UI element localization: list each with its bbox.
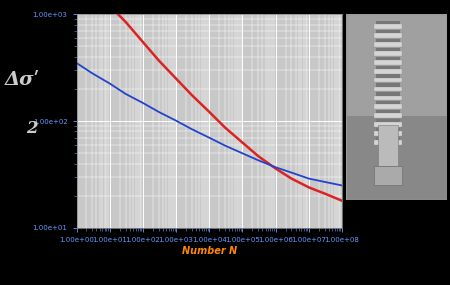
Bar — [378, 125, 398, 166]
Bar — [376, 39, 400, 42]
Bar — [374, 105, 402, 109]
Bar — [374, 140, 402, 145]
Bar — [374, 25, 402, 29]
Bar — [376, 110, 400, 113]
Bar — [374, 42, 402, 47]
Bar — [376, 119, 400, 122]
Bar — [374, 51, 402, 56]
Bar — [374, 78, 402, 82]
Bar — [376, 21, 400, 25]
Bar — [376, 74, 400, 78]
Bar — [374, 87, 402, 91]
Text: Δσʹ: Δσʹ — [5, 71, 40, 89]
Bar — [376, 92, 400, 95]
Bar — [374, 113, 402, 118]
Bar — [376, 128, 400, 131]
Bar — [374, 95, 402, 100]
Bar — [376, 83, 400, 87]
Bar — [376, 57, 400, 60]
Bar — [374, 60, 402, 65]
Bar — [374, 166, 402, 185]
Bar — [374, 131, 402, 136]
Bar — [376, 30, 400, 33]
Bar — [376, 66, 400, 69]
Bar — [374, 33, 402, 38]
Text: 2: 2 — [26, 120, 37, 137]
Bar — [346, 116, 447, 200]
Bar — [376, 101, 400, 105]
Bar — [374, 122, 402, 127]
Bar — [374, 69, 402, 74]
Bar — [376, 48, 400, 51]
Bar — [376, 137, 400, 140]
X-axis label: Number N: Number N — [182, 246, 237, 256]
